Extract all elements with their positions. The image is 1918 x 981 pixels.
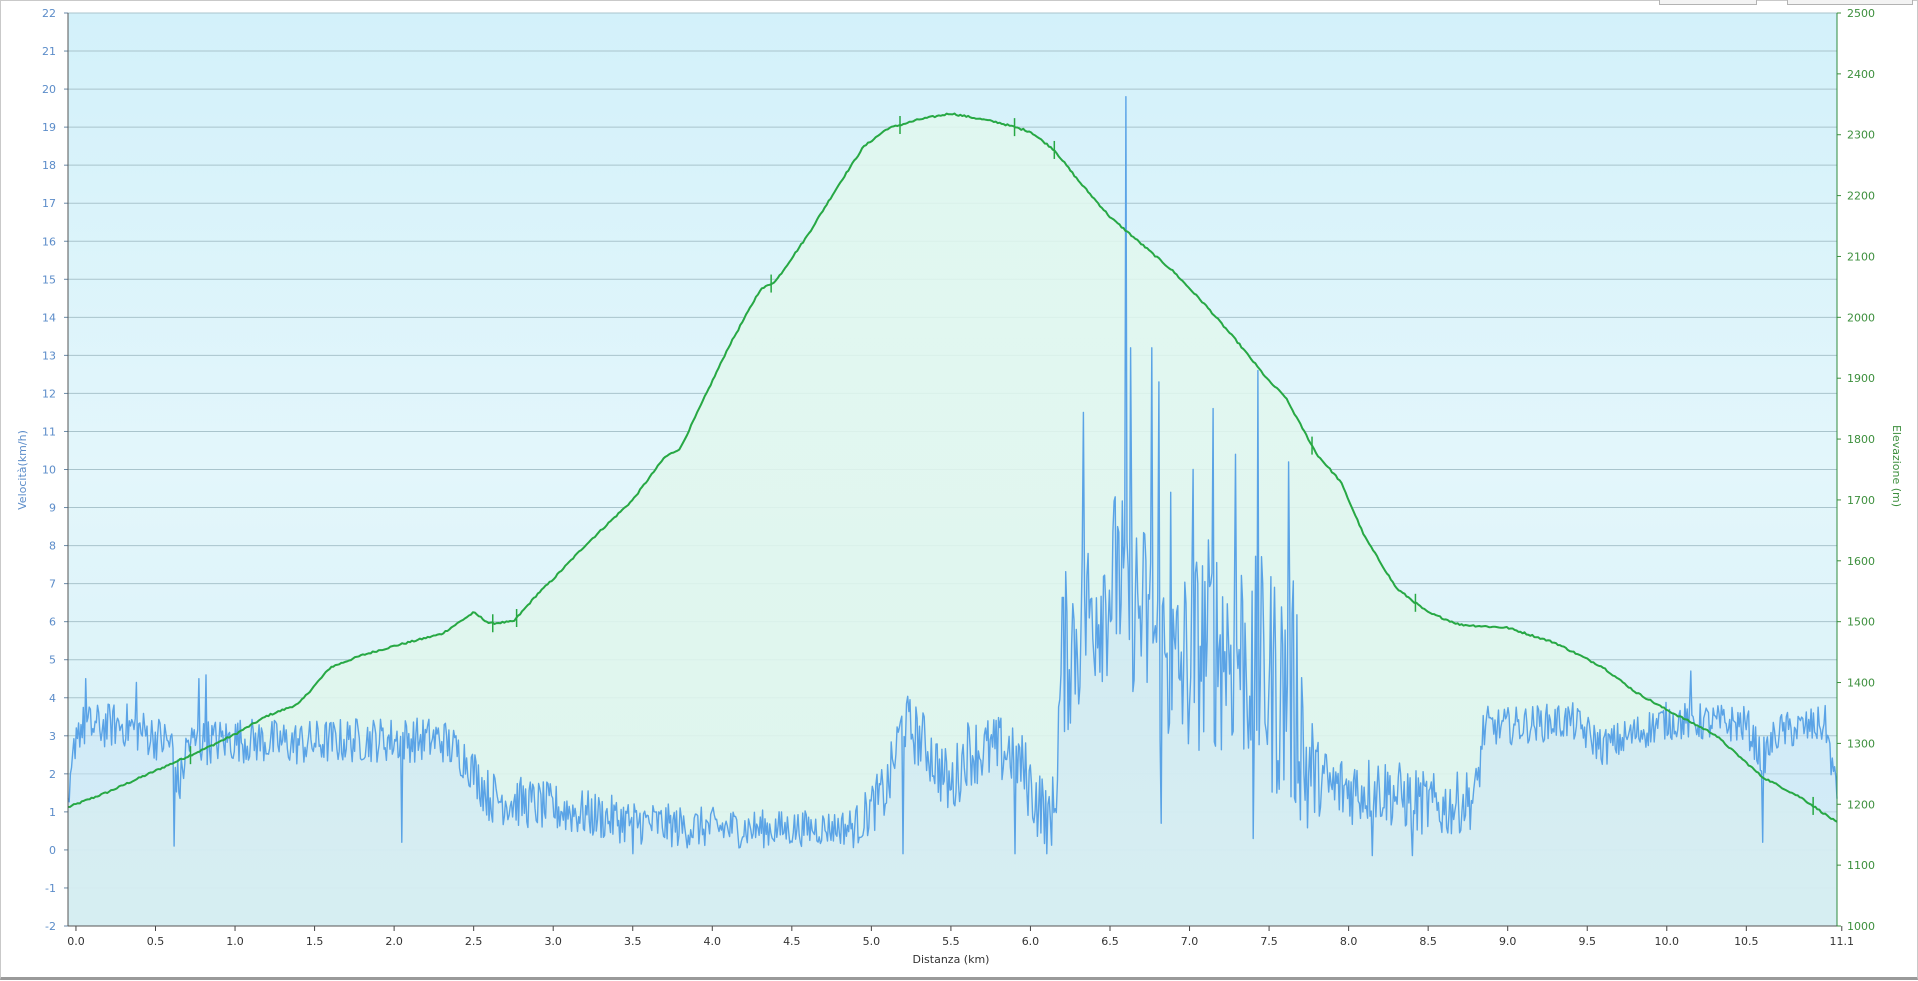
left-tick-label: 0 [49,844,56,857]
speed-line [67,96,1838,857]
left-tick-label: 1 [49,806,56,819]
x-tick-label: 2.5 [465,935,483,948]
x-tick-label: 8.0 [1340,935,1358,948]
x-tick-label: 1.5 [306,935,324,948]
left-tick-label: -1 [45,882,56,895]
toolbar-button[interactable] [1659,0,1757,5]
left-tick-label: 15 [42,273,56,286]
x-tick-label: 10.0 [1655,935,1680,948]
left-tick-label: 19 [42,121,56,134]
left-axis-title: Velocità(km/h) [16,430,29,510]
left-tick-label: 21 [42,45,56,58]
x-tick-label: 0.5 [147,935,165,948]
right-axis-title: Elevazione (m) [1890,425,1903,507]
left-tick-label: 14 [42,311,56,324]
x-tick-label: 9.5 [1578,935,1596,948]
right-tick-label: 2200 [1847,190,1875,203]
toolbar-button[interactable] [1787,0,1913,5]
left-tick-label: 17 [42,197,56,210]
right-tick-label: 1000 [1847,920,1875,933]
left-tick-label: 10 [42,464,56,477]
x-tick-label: 10.5 [1734,935,1759,948]
right-tick-label: 1600 [1847,555,1875,568]
left-tick-label: 8 [49,540,56,553]
elevation-area [68,113,1837,926]
x-tick-label: 3.0 [544,935,562,948]
left-tick-label: 6 [49,616,56,629]
x-tick-label: 7.5 [1260,935,1278,948]
x-tick-label: 11.1 [1830,935,1855,948]
left-tick-label: 7 [49,578,56,591]
x-tick-label: 6.5 [1101,935,1119,948]
left-tick-label: 9 [49,502,56,515]
left-tick-label: 2 [49,768,56,781]
right-tick-label: 1500 [1847,616,1875,629]
left-tick-label: 13 [42,349,56,362]
right-tick-label: 2500 [1847,7,1875,20]
x-axis-title: Distanza (km) [913,953,990,966]
x-tick-label: 9.0 [1499,935,1517,948]
right-tick-label: 1900 [1847,372,1875,385]
right-tick-label: 1100 [1847,859,1875,872]
left-tick-label: -2 [45,920,56,933]
left-tick-label: 5 [49,654,56,667]
x-tick-label: 6.0 [1022,935,1040,948]
x-tick-label: 4.5 [783,935,801,948]
x-tick-label: 8.5 [1419,935,1437,948]
right-tick-label: 2100 [1847,250,1875,263]
left-tick-label: 22 [42,7,56,20]
x-tick-label: 3.5 [624,935,642,948]
elevation-line [67,112,1838,823]
x-tick-label: 5.0 [863,935,881,948]
right-tick-label: 2400 [1847,68,1875,81]
left-tick-label: 4 [49,692,56,705]
left-tick-label: 11 [42,425,56,438]
right-tick-label: 1800 [1847,433,1875,446]
x-tick-label: 7.0 [1181,935,1199,948]
left-tick-label: 3 [49,730,56,743]
right-tick-label: 1200 [1847,798,1875,811]
left-tick-label: 18 [42,159,56,172]
right-tick-label: 2000 [1847,311,1875,324]
x-tick-label: 2.0 [385,935,403,948]
right-tick-label: 1300 [1847,737,1875,750]
right-tick-label: 2300 [1847,129,1875,142]
left-tick-label: 20 [42,83,56,96]
x-tick-label: 5.5 [942,935,960,948]
x-tick-label: 0.0 [67,935,85,948]
left-tick-label: 16 [42,235,56,248]
speed-area [68,96,1837,926]
right-tick-label: 1700 [1847,494,1875,507]
x-tick-label: 1.0 [226,935,244,948]
x-tick-label: 4.0 [704,935,722,948]
right-tick-label: 1400 [1847,677,1875,690]
left-tick-label: 12 [42,387,56,400]
